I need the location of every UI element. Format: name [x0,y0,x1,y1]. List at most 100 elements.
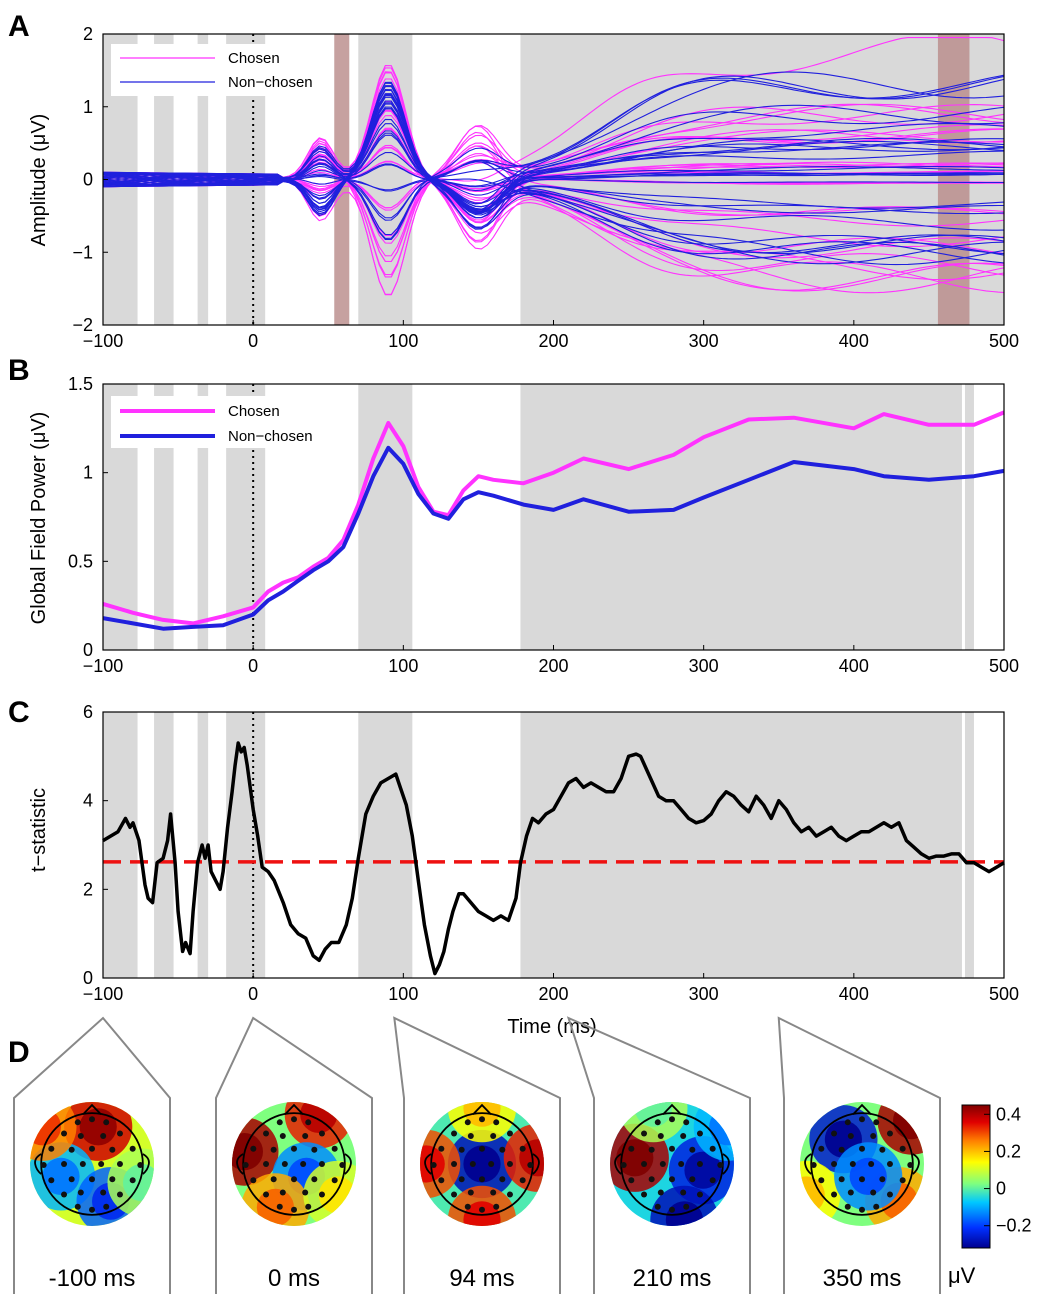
electrode [311,1176,318,1183]
electrode [879,1146,886,1153]
legend-box [111,44,301,96]
highlight-interval [937,34,970,325]
electrode [100,1189,107,1196]
scalp-blob-core [79,1108,117,1146]
x-tick-label: 100 [388,331,418,351]
electrode [464,1119,471,1126]
electrode [696,1130,703,1137]
significant-interval [154,712,174,978]
electrode [879,1176,886,1183]
electrode [810,1162,817,1169]
y-tick-label: −2 [72,315,93,335]
t-statistic-line [102,741,1005,976]
electrode [696,1161,703,1167]
nose [82,1103,102,1116]
electrode [311,1146,318,1153]
topomap-row: -100 ms 0 ms 94 ms 210 ms 350 ms [13,1016,941,1294]
legend-label-chosen: Chosen [228,50,280,67]
significant-interval [154,384,174,650]
electrode [659,1161,666,1167]
significant-interval [964,712,974,978]
x-tick-label: 100 [388,984,418,1004]
colorbar-unit: μV [948,1263,976,1288]
electrode [467,1189,474,1196]
electrode [873,1119,880,1126]
electrode [116,1191,123,1198]
electrode [886,1130,893,1137]
electrode [648,1176,655,1183]
electrode [48,1177,55,1184]
electrode [519,1177,526,1184]
electrode [870,1189,877,1196]
y-tick-label: 0 [83,170,93,190]
x-tick-label: 400 [839,984,869,1004]
y-tick-label: 0 [83,968,93,988]
x-axis-label: Time (ms) [507,1016,596,1038]
electrode [628,1177,635,1184]
electrode [818,1145,825,1152]
electrode [279,1189,286,1196]
nose [852,1103,872,1116]
electrode [620,1162,627,1169]
topomap-time-label: 210 ms [633,1265,712,1292]
electrode [870,1133,877,1140]
electrode [669,1176,675,1183]
series-line-non-chosen [102,445,1005,631]
x-tick-label: 500 [989,331,1019,351]
electrode [479,1176,485,1183]
x-tick-label: 200 [538,656,568,676]
scalp-blob-core [256,1188,294,1226]
right-ear [912,1153,920,1175]
electrode [886,1161,893,1167]
significant-interval [520,712,962,978]
electrode [479,1145,485,1152]
electrode [40,1162,47,1169]
electrode [61,1130,68,1137]
legend-label-non-chosen: Non−chosen [228,428,313,445]
trace-non-chosen [102,85,1005,215]
x-tick-label: 400 [839,656,869,676]
left-ear [34,1153,42,1175]
scalp-blob-core [893,1102,924,1140]
right-ear [722,1153,730,1175]
electrode [458,1176,465,1183]
topomap-2: 0 ms [215,1016,373,1294]
electrode [844,1119,851,1126]
electrode [339,1162,346,1169]
electrode [669,1145,675,1152]
left-ear [424,1153,432,1175]
y-tick-label: 1.5 [68,374,93,394]
right-ear [344,1153,352,1175]
y-tick-label: 0 [83,640,93,660]
scalp-blob [693,1102,734,1161]
electrode [305,1119,312,1126]
y-tick-label: 6 [83,702,93,722]
electrode [270,1146,277,1153]
topomap-time-label: 0 ms [268,1265,320,1292]
electrode [689,1146,696,1153]
electrode [683,1203,690,1210]
x-tick-label: 500 [989,656,1019,676]
legend-label-non-chosen: Non−chosen [228,74,313,91]
electrode [77,1133,84,1140]
scalp-blob-core [634,1102,673,1127]
electrode [818,1177,825,1184]
electrode [859,1145,865,1152]
electrode [859,1116,865,1123]
electrode [300,1161,307,1167]
electrode [318,1130,325,1137]
electrode [641,1161,648,1167]
significant-interval [964,384,974,650]
electrode [847,1133,854,1140]
scalp-blob-core [709,1108,734,1146]
callout-frame [13,1016,171,1294]
electrode [859,1176,865,1183]
electrode [506,1130,513,1137]
trace-non-chosen [102,130,1005,264]
callout-frame [566,1016,751,1294]
x-tick-label: −100 [83,331,124,351]
colorbar-tick-label: 0.4 [996,1104,1021,1124]
electrode [499,1146,506,1153]
electrode [680,1189,687,1196]
